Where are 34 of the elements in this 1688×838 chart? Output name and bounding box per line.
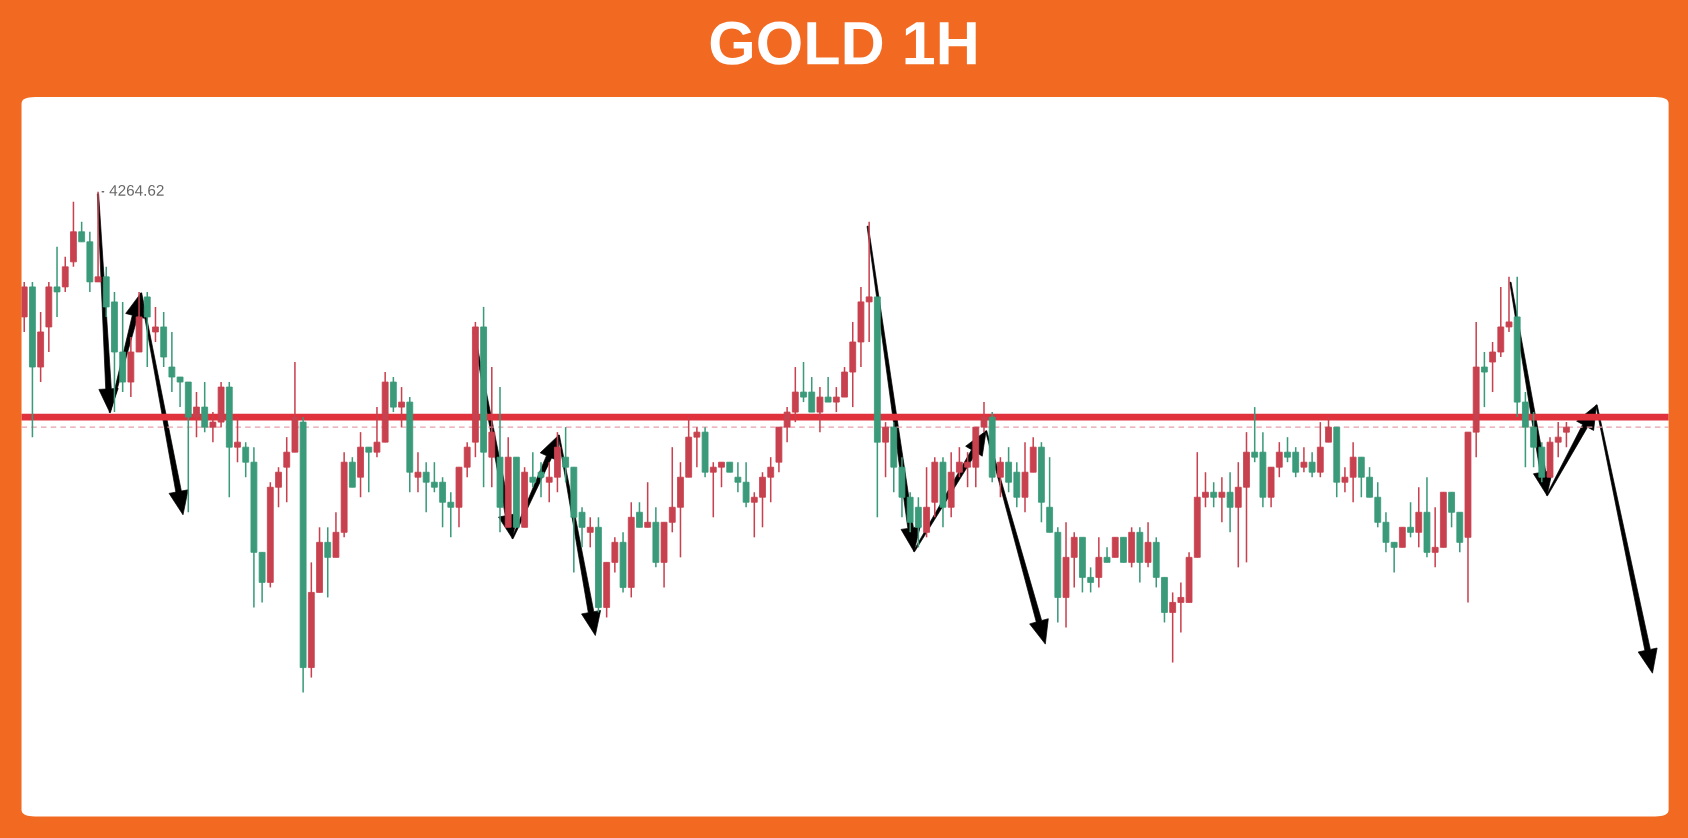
candlestick (152, 306, 159, 343)
candlestick (1398, 526, 1406, 549)
candlestick (1308, 451, 1316, 478)
candlestick (586, 516, 594, 549)
candlestick (234, 416, 241, 463)
candlestick (324, 526, 332, 599)
candlestick (414, 451, 422, 494)
annotation: 4264.62 (109, 185, 164, 196)
candlestick (997, 456, 1004, 499)
candlestick (143, 291, 151, 368)
candlestick (636, 501, 643, 529)
candlestick (1481, 351, 1488, 408)
candlestick (1415, 486, 1423, 549)
candlestick (1144, 521, 1152, 569)
candlestick (1563, 421, 1570, 448)
candlestick (193, 391, 200, 438)
candlestick (644, 481, 652, 529)
candlestick (1210, 481, 1218, 509)
candlestick (61, 256, 69, 293)
candlestick (1095, 536, 1103, 589)
candlestick (201, 381, 209, 433)
candlestick (1300, 446, 1308, 473)
candlestick (1325, 416, 1332, 443)
candlestick (1111, 536, 1119, 559)
candlestick (1226, 471, 1234, 534)
candlestick (365, 446, 373, 494)
candlestick (398, 386, 405, 428)
candlestick (882, 421, 889, 478)
chart-title: GOLD 1H (710, 21, 976, 65)
candlestick (816, 386, 824, 433)
candlestick (824, 376, 832, 403)
candlestick (1218, 476, 1226, 524)
candlestick (53, 246, 61, 318)
candlestick (1407, 501, 1414, 539)
